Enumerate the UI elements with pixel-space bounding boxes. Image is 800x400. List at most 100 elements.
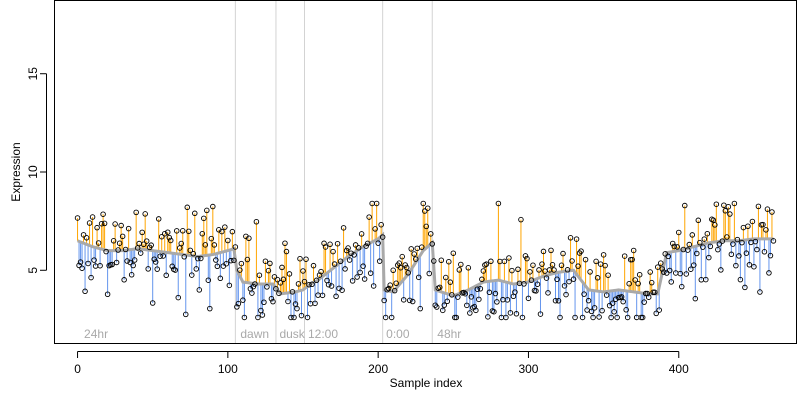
data-point-247 bbox=[446, 258, 452, 265]
data-point-219 bbox=[403, 264, 410, 271]
data-point-436 bbox=[730, 241, 736, 247]
data-point-140 bbox=[285, 298, 291, 305]
data-point-270 bbox=[480, 268, 487, 274]
data-point-144 bbox=[291, 314, 297, 321]
data-point-286 bbox=[504, 297, 511, 303]
data-point-427 bbox=[716, 241, 723, 247]
data-point-19 bbox=[103, 248, 109, 255]
data-point-143 bbox=[289, 289, 296, 295]
data-point-452 bbox=[754, 246, 760, 253]
data-point-347 bbox=[596, 314, 602, 320]
data-point-204 bbox=[381, 297, 387, 304]
data-point-420 bbox=[706, 254, 712, 261]
data-point-244 bbox=[441, 302, 448, 308]
data-point-382 bbox=[648, 279, 655, 286]
data-point-165 bbox=[322, 244, 329, 250]
data-point-349 bbox=[599, 307, 605, 314]
data-point-373 bbox=[635, 280, 641, 287]
data-point-255 bbox=[458, 261, 464, 268]
data-point-171 bbox=[331, 261, 338, 267]
data-point-331 bbox=[572, 314, 578, 321]
data-point-212 bbox=[393, 280, 399, 287]
data-point-51 bbox=[151, 256, 157, 262]
data-point-359 bbox=[614, 314, 620, 321]
data-point-75 bbox=[187, 247, 194, 254]
data-point-60 bbox=[164, 229, 171, 235]
data-point-310 bbox=[540, 248, 547, 255]
data-point-137 bbox=[280, 276, 287, 283]
data-point-429 bbox=[719, 238, 726, 244]
data-point-233 bbox=[425, 205, 431, 211]
data-point-291 bbox=[512, 289, 518, 295]
data-point-432 bbox=[724, 234, 730, 240]
data-point-222 bbox=[408, 246, 414, 252]
data-point-100 bbox=[225, 237, 231, 244]
data-point-461 bbox=[767, 252, 774, 259]
data-point-227 bbox=[415, 274, 422, 281]
data-point-134 bbox=[276, 290, 282, 297]
data-point-62 bbox=[167, 237, 174, 244]
data-point-316 bbox=[549, 262, 556, 268]
data-point-350 bbox=[600, 252, 607, 258]
data-point-366 bbox=[624, 314, 631, 321]
data-point-342 bbox=[588, 308, 595, 315]
data-point-102 bbox=[228, 257, 234, 264]
data-point-89 bbox=[208, 235, 215, 242]
data-point-237 bbox=[431, 258, 437, 264]
data-point-229 bbox=[418, 244, 425, 250]
data-point-3 bbox=[79, 265, 85, 271]
data-point-341 bbox=[587, 269, 593, 275]
annotation-label-0: 24hr bbox=[84, 327, 108, 341]
data-point-186 bbox=[354, 274, 360, 280]
data-point-425 bbox=[713, 201, 720, 207]
data-point-414 bbox=[697, 239, 703, 246]
data-point-6 bbox=[83, 235, 90, 241]
data-point-447 bbox=[746, 262, 753, 268]
data-point-76 bbox=[189, 272, 195, 278]
data-point-298 bbox=[522, 253, 529, 259]
data-point-254 bbox=[456, 267, 463, 273]
data-point-8 bbox=[86, 220, 93, 226]
data-point-289 bbox=[509, 267, 515, 274]
data-point-235 bbox=[428, 231, 434, 237]
data-point-323 bbox=[560, 250, 566, 257]
data-point-259 bbox=[464, 302, 470, 309]
vertical-marker-lines bbox=[234, 1, 433, 343]
data-point-387 bbox=[656, 307, 662, 313]
data-point-201 bbox=[376, 258, 383, 264]
data-point-275 bbox=[488, 258, 494, 265]
data-point-176 bbox=[339, 287, 345, 293]
data-point-2 bbox=[77, 259, 84, 265]
data-point-149 bbox=[298, 312, 305, 319]
data-point-437 bbox=[731, 200, 738, 207]
data-point-139 bbox=[283, 248, 290, 255]
data-point-239 bbox=[434, 304, 440, 310]
data-point-231 bbox=[421, 208, 428, 214]
data-point-14 bbox=[95, 240, 102, 246]
data-point-223 bbox=[409, 298, 416, 305]
data-point-116 bbox=[249, 290, 255, 296]
data-point-385 bbox=[653, 310, 659, 317]
data-point-402 bbox=[679, 283, 685, 290]
data-point-15 bbox=[97, 262, 103, 269]
data-point-205 bbox=[382, 314, 389, 321]
annotation-label-3: 12:00 bbox=[308, 327, 338, 341]
data-point-4 bbox=[80, 232, 87, 238]
data-point-11 bbox=[91, 257, 97, 263]
data-point-157 bbox=[310, 262, 317, 269]
data-point-9 bbox=[88, 274, 94, 281]
data-point-54 bbox=[155, 216, 162, 222]
data-point-126 bbox=[264, 284, 270, 290]
data-point-318 bbox=[552, 297, 559, 304]
data-point-188 bbox=[357, 269, 363, 276]
data-point-459 bbox=[764, 206, 771, 212]
data-point-365 bbox=[623, 307, 629, 313]
data-point-363 bbox=[620, 298, 626, 305]
data-point-449 bbox=[749, 218, 756, 225]
annotation-label-5: 48hr bbox=[437, 327, 461, 341]
data-point-250 bbox=[450, 250, 457, 256]
data-point-273 bbox=[485, 314, 491, 320]
data-point-71 bbox=[181, 254, 188, 260]
data-point-393 bbox=[665, 253, 671, 260]
data-point-191 bbox=[361, 276, 368, 282]
